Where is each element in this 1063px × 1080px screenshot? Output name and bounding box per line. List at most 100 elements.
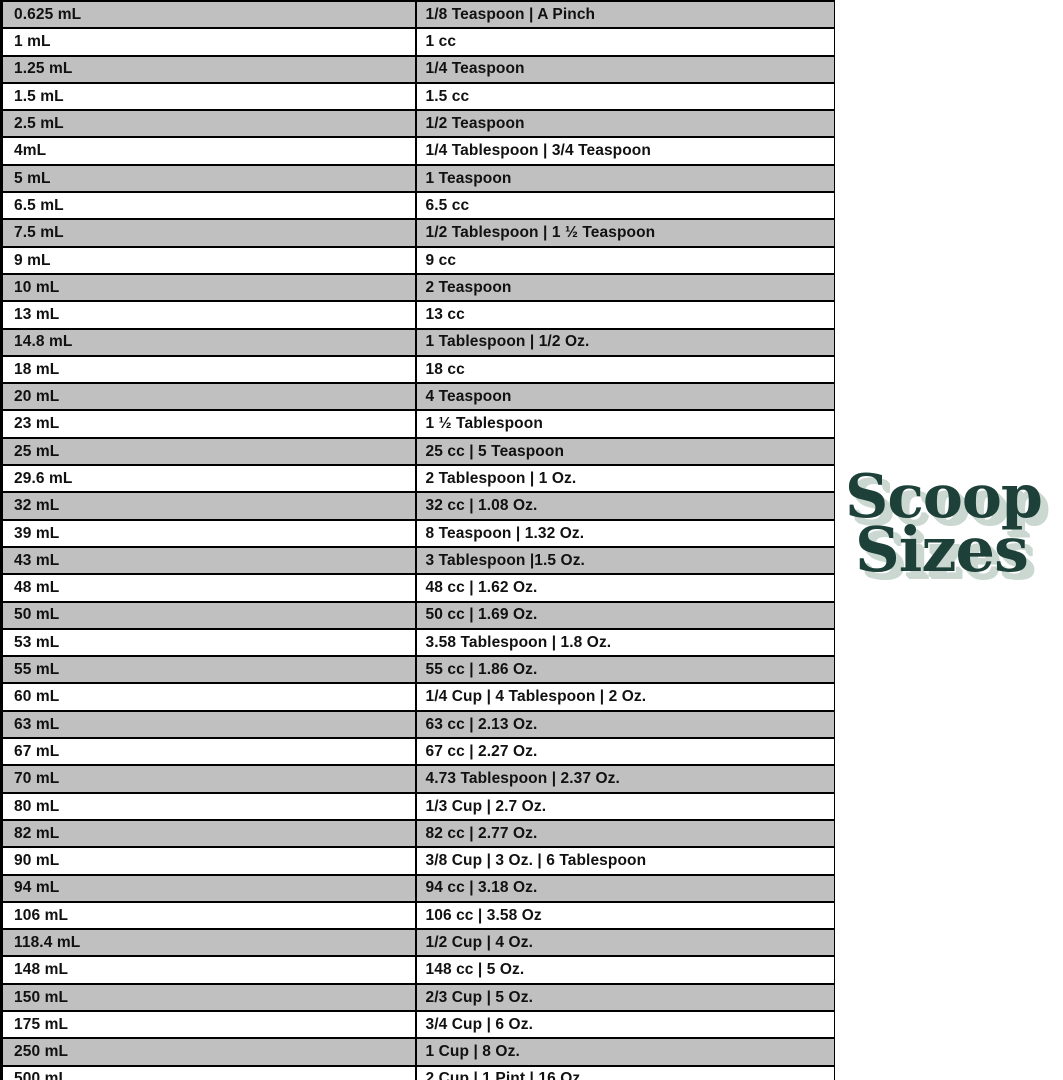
table-row: 9 mL 9 cc xyxy=(0,245,835,275)
cell-equivalent: 1/4 Teaspoon xyxy=(415,54,835,84)
cell-milliliters: 39 mL xyxy=(0,518,417,548)
table-row: 14.8 mL 1 Tablespoon | 1/2 Oz. xyxy=(0,327,835,357)
cell-milliliters: 14.8 mL xyxy=(0,327,417,357)
table-row: 43 mL 3 Tablespoon |1.5 Oz. xyxy=(0,545,835,576)
cell-milliliters: 63 mL xyxy=(0,709,417,740)
cell-equivalent: 25 cc | 5 Teaspoon xyxy=(415,436,835,467)
cell-equivalent: 32 cc | 1.08 Oz. xyxy=(415,491,835,521)
cell-equivalent: 94 cc | 3.18 Oz. xyxy=(415,873,835,903)
cell-milliliters: 60 mL xyxy=(0,682,417,712)
cell-milliliters: 18 mL xyxy=(0,354,417,385)
conversion-table-body: 0.625 mL 1/8 Teaspoon | A Pinch 1 mL 1 cc 1.… xyxy=(0,0,835,1080)
cell-equivalent: 9 cc xyxy=(415,245,835,275)
table-row: 1 mL 1 cc xyxy=(0,27,835,57)
table-row: 67 mL 67 cc | 2.27 Oz. xyxy=(0,737,835,767)
cell-equivalent: 18 cc xyxy=(415,354,835,385)
cell-equivalent: 3 Tablespoon |1.5 Oz. xyxy=(415,545,835,576)
cell-equivalent: 4 Teaspoon xyxy=(415,382,835,412)
cell-equivalent: 1/4 Cup | 4 Tablespoon | 2 Oz. xyxy=(415,682,835,712)
cell-milliliters: 150 mL xyxy=(0,982,417,1012)
table-row: 90 mL 3/8 Cup | 3 Oz. | 6 Tablespoon xyxy=(0,846,835,876)
table-row: 0.625 mL 1/8 Teaspoon | A Pinch xyxy=(0,0,835,30)
cell-equivalent: 67 cc | 2.27 Oz. xyxy=(415,737,835,767)
cell-milliliters: 1.5 mL xyxy=(0,81,417,112)
cell-equivalent: 1 Teaspoon xyxy=(415,163,835,194)
cell-milliliters: 6.5 mL xyxy=(0,191,417,221)
cell-milliliters: 94 mL xyxy=(0,873,417,903)
cell-milliliters: 9 mL xyxy=(0,245,417,275)
table-row: 60 mL 1/4 Cup | 4 Tablespoon | 2 Oz. xyxy=(0,682,835,712)
cell-equivalent: 1 cc xyxy=(415,27,835,57)
cell-equivalent: 48 cc | 1.62 Oz. xyxy=(415,573,835,603)
table-row: 500 mL 2 Cup | 1 Pint | 16 Oz. xyxy=(0,1064,835,1080)
logo-line-sizes: Sizes xyxy=(855,513,1029,587)
table-row: 1.5 mL 1.5 cc xyxy=(0,81,835,112)
cell-equivalent: 1/4 Tablespoon | 3/4 Teaspoon xyxy=(415,136,835,166)
cell-milliliters: 118.4 mL xyxy=(0,928,417,958)
cell-milliliters: 70 mL xyxy=(0,764,417,794)
cell-equivalent: 55 cc | 1.86 Oz. xyxy=(415,655,835,685)
cell-equivalent: 1/2 Teaspoon xyxy=(415,109,835,139)
cell-milliliters: 175 mL xyxy=(0,1009,417,1040)
table-row: 10 mL 2 Teaspoon xyxy=(0,272,835,303)
cell-milliliters: 43 mL xyxy=(0,545,417,576)
cell-equivalent: 1/8 Teaspoon | A Pinch xyxy=(415,0,835,30)
cell-equivalent: 4.73 Tablespoon | 2.37 Oz. xyxy=(415,764,835,794)
scoop-sizes-logo: Scoop Sizes xyxy=(845,467,1055,610)
table-row: 5 mL 1 Teaspoon xyxy=(0,163,835,194)
table-row: 148 mL 148 cc | 5 Oz. xyxy=(0,955,835,985)
table-row: 13 mL 13 cc xyxy=(0,300,835,330)
cell-equivalent: 2 Cup | 1 Pint | 16 Oz. xyxy=(415,1064,835,1080)
cell-equivalent: 2/3 Cup | 5 Oz. xyxy=(415,982,835,1012)
cell-milliliters: 106 mL xyxy=(0,900,417,931)
cell-milliliters: 1.25 mL xyxy=(0,54,417,84)
table-row: 250 mL 1 Cup | 8 Oz. xyxy=(0,1037,835,1067)
cell-equivalent: 3/4 Cup | 6 Oz. xyxy=(415,1009,835,1040)
cell-milliliters: 25 mL xyxy=(0,436,417,467)
cell-equivalent: 148 cc | 5 Oz. xyxy=(415,955,835,985)
cell-equivalent: 3/8 Cup | 3 Oz. | 6 Tablespoon xyxy=(415,846,835,876)
cell-milliliters: 82 mL xyxy=(0,818,417,849)
table-row: 106 mL 106 cc | 3.58 Oz xyxy=(0,900,835,931)
table-row: 175 mL 3/4 Cup | 6 Oz. xyxy=(0,1009,835,1040)
table-row: 6.5 mL 6.5 cc xyxy=(0,191,835,221)
scoop-size-conversion-table: 0.625 mL 1/8 Teaspoon | A Pinch 1 mL 1 cc 1.… xyxy=(0,0,835,1080)
cell-milliliters: 53 mL xyxy=(0,627,417,658)
conversion-table-wrap: 0.625 mL 1/8 Teaspoon | A Pinch 1 mL 1 cc 1.… xyxy=(0,0,835,1080)
table-row: 55 mL 55 cc | 1.86 Oz. xyxy=(0,655,835,685)
table-row: 32 mL 32 cc | 1.08 Oz. xyxy=(0,491,835,521)
cell-milliliters: 5 mL xyxy=(0,163,417,194)
table-row: 53 mL 3.58 Tablespoon | 1.8 Oz. xyxy=(0,627,835,658)
cell-equivalent: 3.58 Tablespoon | 1.8 Oz. xyxy=(415,627,835,658)
cell-milliliters: 0.625 mL xyxy=(0,0,417,30)
table-row: 48 mL 48 cc | 1.62 Oz. xyxy=(0,573,835,603)
cell-milliliters: 80 mL xyxy=(0,791,417,821)
table-row: 70 mL 4.73 Tablespoon | 2.37 Oz. xyxy=(0,764,835,794)
cell-equivalent: 6.5 cc xyxy=(415,191,835,221)
cell-milliliters: 55 mL xyxy=(0,655,417,685)
cell-milliliters: 50 mL xyxy=(0,600,417,630)
cell-equivalent: 13 cc xyxy=(415,300,835,330)
cell-equivalent: 50 cc | 1.69 Oz. xyxy=(415,600,835,630)
cell-milliliters: 10 mL xyxy=(0,272,417,303)
cell-equivalent: 1/2 Tablespoon | 1 ½ Teaspoon xyxy=(415,218,835,248)
table-row: 150 mL 2/3 Cup | 5 Oz. xyxy=(0,982,835,1012)
table-row: 2.5 mL 1/2 Teaspoon xyxy=(0,109,835,139)
cell-milliliters: 23 mL xyxy=(0,409,417,439)
cell-milliliters: 4mL xyxy=(0,136,417,166)
cell-milliliters: 29.6 mL xyxy=(0,464,417,494)
table-row: 7.5 mL 1/2 Tablespoon | 1 ½ Teaspoon xyxy=(0,218,835,248)
cell-equivalent: 106 cc | 3.58 Oz xyxy=(415,900,835,931)
cell-milliliters: 7.5 mL xyxy=(0,218,417,248)
cell-milliliters: 500 mL xyxy=(0,1064,417,1080)
table-row: 50 mL 50 cc | 1.69 Oz. xyxy=(0,600,835,630)
table-row: 18 mL 18 cc xyxy=(0,354,835,385)
cell-milliliters: 48 mL xyxy=(0,573,417,603)
cell-equivalent: 8 Teaspoon | 1.32 Oz. xyxy=(415,518,835,548)
table-row: 4mL 1/4 Tablespoon | 3/4 Teaspoon xyxy=(0,136,835,166)
cell-equivalent: 1/2 Cup | 4 Oz. xyxy=(415,928,835,958)
cell-equivalent: 1 Tablespoon | 1/2 Oz. xyxy=(415,327,835,357)
cell-equivalent: 2 Tablespoon | 1 Oz. xyxy=(415,464,835,494)
table-row: 39 mL 8 Teaspoon | 1.32 Oz. xyxy=(0,518,835,548)
